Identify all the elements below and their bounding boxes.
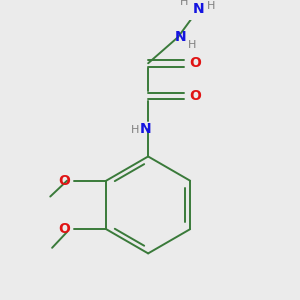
Text: H: H	[207, 2, 216, 11]
Text: H: H	[131, 125, 139, 135]
Text: O: O	[58, 174, 70, 188]
Text: O: O	[189, 56, 201, 70]
Text: N: N	[140, 122, 151, 136]
Text: N: N	[175, 30, 187, 44]
Text: H: H	[188, 40, 196, 50]
Text: O: O	[58, 222, 70, 236]
Text: O: O	[189, 89, 201, 103]
Text: H: H	[180, 0, 189, 7]
Text: N: N	[193, 2, 204, 16]
